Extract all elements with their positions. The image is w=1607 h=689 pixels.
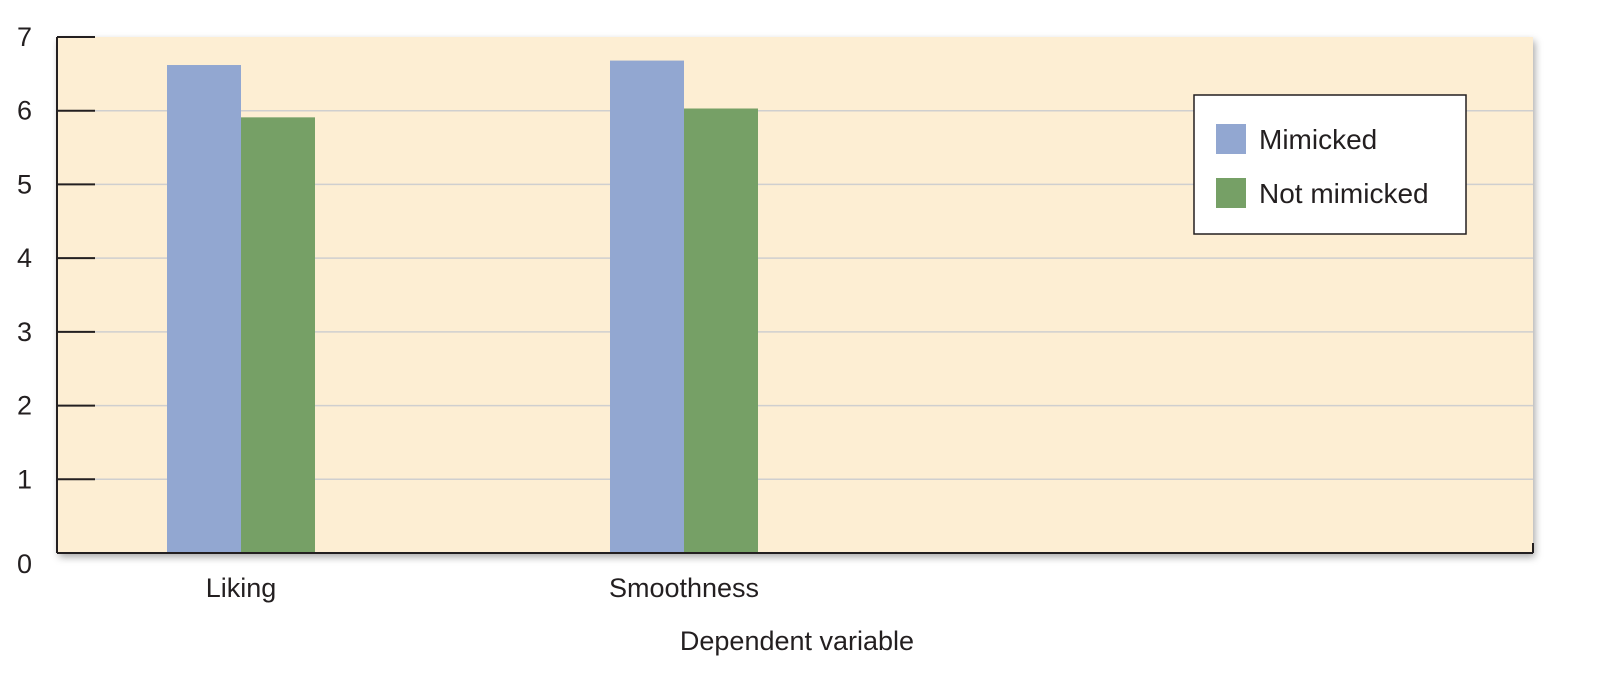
bar-mimicked-liking (167, 65, 241, 554)
y-tick-label: 7 (17, 22, 32, 52)
y-tick-label: 0 (17, 549, 32, 579)
x-axis-title: Dependent variable (680, 626, 914, 656)
y-tick-label: 3 (17, 317, 32, 347)
axes (56, 37, 1534, 554)
x-tick-label: Smoothness (609, 573, 759, 603)
legend: Mimicked Not mimicked (1193, 94, 1467, 235)
bars (167, 60, 758, 554)
y-tick-label: 4 (17, 243, 32, 273)
legend-box (1193, 94, 1467, 235)
legend-label: Mimicked (1259, 124, 1377, 155)
legend-swatch (1216, 124, 1246, 154)
y-axis-ticks: 0 1 2 3 4 5 6 7 (17, 22, 95, 579)
bar-mimicked-smoothness (610, 60, 684, 554)
x-axis-labels: Liking Smoothness (206, 573, 759, 603)
y-tick-label: 6 (17, 96, 32, 126)
y-tick-label: 1 (17, 464, 32, 494)
y-tick-label: 5 (17, 169, 32, 199)
bar-not-mimicked-smoothness (684, 108, 758, 553)
y-tick-label: 2 (17, 391, 32, 421)
legend-label: Not mimicked (1259, 178, 1429, 209)
legend-swatch (1216, 178, 1246, 208)
x-tick-label: Liking (206, 573, 277, 603)
bar-not-mimicked-liking (241, 117, 315, 553)
